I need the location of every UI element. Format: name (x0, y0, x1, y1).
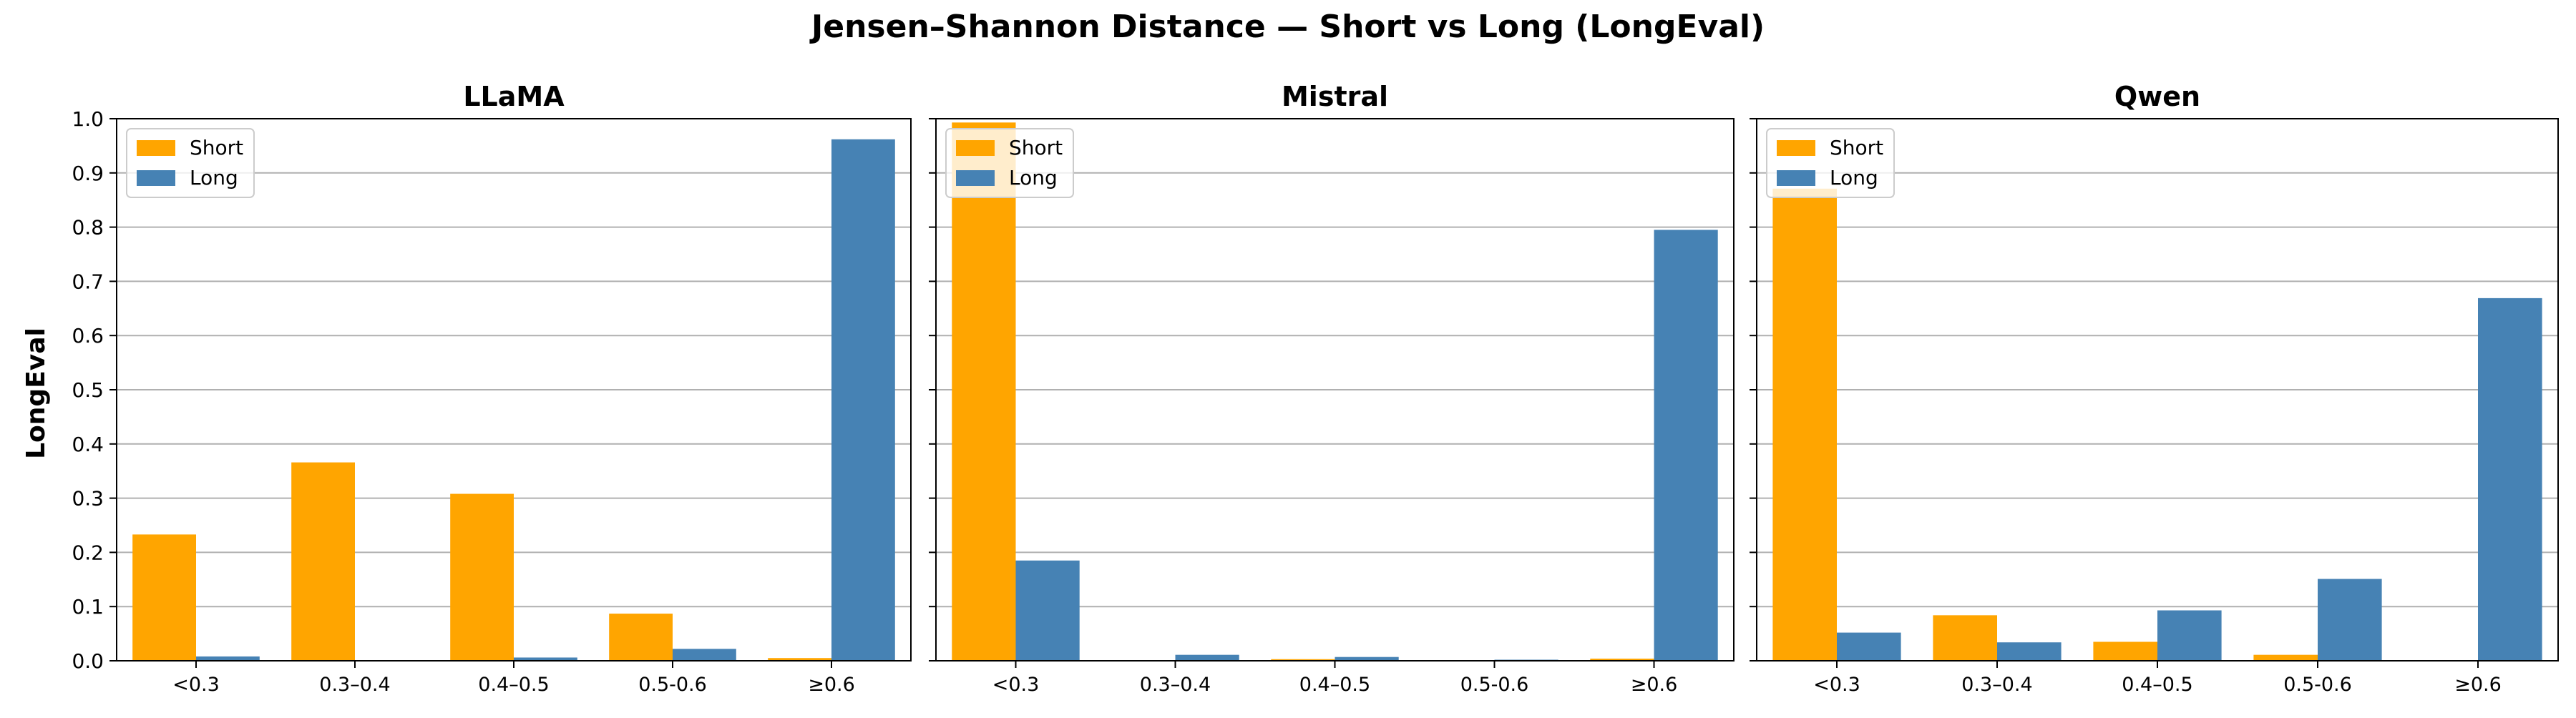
bar-short (768, 658, 831, 661)
panel-title: Mistral (1282, 81, 1388, 112)
panel-llama (109, 118, 912, 668)
x-tick-label: <0.3 (1813, 674, 1860, 696)
legend-label-long: Long (190, 166, 238, 190)
panel-title: LLaMA (463, 81, 565, 112)
panel-qwen (1750, 118, 2559, 668)
bar-long (1335, 656, 1399, 661)
bar-long (2318, 579, 2382, 661)
x-tick-label: <0.3 (172, 674, 220, 696)
bar-short (1271, 659, 1335, 661)
legend-label-short: Short (1830, 136, 1883, 159)
bar-long (514, 657, 577, 661)
x-tick-label: <0.3 (992, 674, 1040, 696)
y-tick-label: 0.2 (72, 541, 104, 564)
bar-short (609, 614, 673, 661)
legend-swatch-short (1777, 140, 1815, 156)
bar-long (1015, 560, 1080, 661)
bar-short (952, 122, 1016, 661)
panel-mistral (929, 118, 1735, 668)
bar-long (196, 656, 260, 661)
bar-short (1590, 658, 1654, 661)
bar-short (1933, 615, 1997, 661)
legend-swatch-short (956, 140, 995, 156)
bar-short (450, 493, 514, 661)
legend-label-short: Short (190, 136, 243, 159)
x-tick-label: ≥0.6 (1631, 674, 1678, 696)
x-tick-label: 0.5-0.6 (2283, 674, 2352, 696)
x-tick-label: 0.5-0.6 (638, 674, 707, 696)
legend-label-short: Short (1009, 136, 1063, 159)
x-tick-label: 0.3–0.4 (319, 674, 390, 696)
legend-swatch-long (1777, 170, 1815, 186)
bar-long (1175, 654, 1239, 661)
bar-long (831, 139, 895, 661)
x-tick-label: 0.5-0.6 (1460, 674, 1529, 696)
y-tick-label: 0.9 (72, 162, 104, 185)
bar-short (1772, 188, 1837, 662)
bar-long (1997, 642, 2062, 661)
legend-swatch-long (137, 170, 175, 186)
bar-long (1837, 632, 1901, 661)
bar-short (291, 462, 355, 661)
y-tick-label: 0.5 (72, 378, 104, 402)
x-tick-label: ≥0.6 (808, 674, 855, 696)
axes-frame (116, 118, 912, 662)
x-tick-label: 0.4–0.5 (478, 674, 549, 696)
axes-frame (1756, 118, 2559, 662)
legend-swatch-short (137, 140, 175, 156)
bar-short (132, 534, 196, 661)
legend-label-long: Long (1830, 166, 1878, 190)
figure-title: Jensen–Shannon Distance — Short vs Long … (809, 9, 1765, 45)
legend-label-long: Long (1009, 166, 1058, 190)
x-tick-label: 0.4–0.5 (2122, 674, 2192, 696)
axes-frame (935, 118, 1735, 662)
y-tick-label: 0.4 (72, 433, 104, 456)
x-tick-label: 0.3–0.4 (1961, 674, 2032, 696)
bar-short (2253, 654, 2318, 661)
x-tick-label: 0.4–0.5 (1299, 674, 1370, 696)
y-tick-label: 1.0 (72, 107, 104, 131)
y-tick-label: 0.1 (72, 595, 104, 619)
bar-long (673, 649, 736, 661)
bar-long (2157, 610, 2222, 661)
x-tick-label: 0.3–0.4 (1140, 674, 1211, 696)
legend-swatch-long (956, 170, 995, 186)
y-tick-label: 0.6 (72, 324, 104, 348)
y-tick-label: 0.7 (72, 270, 104, 293)
panel-title: Qwen (2114, 81, 2200, 112)
bar-long (1654, 230, 1718, 661)
figure-ylabel: LongEval (21, 328, 51, 459)
bar-short (2093, 641, 2157, 661)
x-tick-label: ≥0.6 (2454, 674, 2502, 696)
y-tick-label: 0.3 (72, 487, 104, 511)
y-tick-label: 0.8 (72, 216, 104, 240)
bar-long (2478, 297, 2542, 661)
y-tick-label: 0.0 (72, 649, 104, 673)
